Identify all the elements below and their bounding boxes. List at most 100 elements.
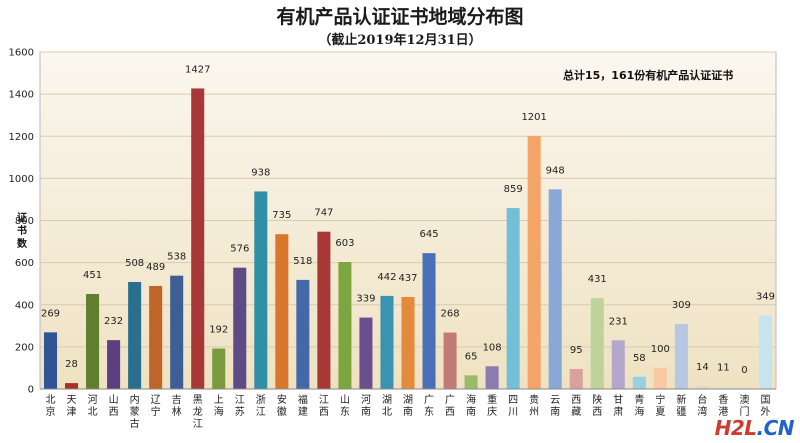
x-tick-label: 江西	[319, 394, 329, 418]
bar-value-label: 232	[104, 316, 123, 327]
bar-value-label: 518	[293, 256, 312, 267]
bar-value-label: 603	[335, 238, 354, 249]
bar	[527, 136, 541, 389]
watermark-part1: H2L	[714, 416, 757, 440]
x-tick-label: 甘肃	[613, 393, 623, 418]
bar	[674, 323, 688, 389]
chart-subtitle: （截止2019年12月31日）	[318, 33, 482, 48]
bar-value-label: 0	[741, 365, 747, 376]
x-tick-label: 陕西	[592, 393, 602, 418]
x-tick-label: 黑龙江	[193, 394, 203, 430]
bar-value-label: 938	[251, 167, 270, 178]
y-tick-label: 200	[15, 342, 34, 353]
bar	[43, 332, 58, 389]
bar	[107, 340, 121, 389]
x-tick-label: 上海	[214, 394, 224, 418]
y-tick-label: 600	[15, 258, 34, 269]
bar-value-label: 442	[377, 272, 396, 283]
bar	[191, 88, 205, 390]
bar-value-label: 231	[609, 316, 628, 327]
bar-value-label: 14	[696, 362, 709, 373]
bar-value-label: 645	[419, 229, 438, 240]
bar-value-label: 489	[146, 262, 165, 273]
bar-value-label: 538	[167, 252, 186, 263]
bar-value-label: 65	[465, 351, 478, 362]
x-tick-label: 贵州	[529, 393, 539, 418]
x-tick-label: 湖北	[382, 394, 392, 418]
x-tick-label: 新疆	[676, 393, 686, 418]
bar	[632, 376, 646, 389]
y-tick-label: 0	[28, 385, 34, 396]
bar-value-label: 431	[588, 274, 607, 285]
bar-value-label: 192	[209, 325, 228, 336]
x-tick-label: 辽宁	[151, 394, 161, 418]
y-tick-label: 1000	[9, 174, 34, 185]
bar	[233, 267, 247, 389]
bar-value-label: 948	[546, 165, 565, 176]
bar	[86, 294, 100, 389]
bar-value-label: 437	[398, 273, 417, 284]
x-tick-label: 河南	[361, 394, 371, 418]
watermark-logo: H2L.CN	[714, 416, 795, 440]
bar-value-label: 339	[356, 294, 375, 305]
bar	[653, 367, 667, 389]
x-tick-label: 台湾	[697, 393, 707, 418]
y-tick-label: 1400	[9, 90, 34, 101]
x-tick-label: 广西	[445, 394, 455, 418]
x-tick-label: 山东	[340, 394, 350, 418]
x-tick-label: 吉林	[172, 394, 182, 418]
x-tick-label: 海南	[466, 393, 476, 418]
bar	[590, 298, 604, 389]
x-tick-label: 四川	[508, 395, 518, 418]
x-tick-label: 河北	[88, 394, 98, 418]
bar-value-label: 735	[272, 210, 291, 221]
bar	[359, 317, 373, 389]
x-tick-label: 内蒙古	[130, 393, 140, 430]
x-tick-label: 安徽	[277, 393, 287, 418]
bar	[485, 366, 499, 389]
bar-value-label: 349	[756, 291, 775, 302]
bar-value-label: 1427	[185, 64, 210, 75]
x-tick-label: 浙江	[256, 394, 266, 418]
chart-title: 有机产品认证证书地域分布图	[276, 6, 524, 28]
y-tick-label: 800	[15, 216, 34, 227]
bar-value-label: 747	[314, 208, 333, 219]
bar-value-label: 108	[483, 342, 502, 353]
bar	[275, 234, 289, 389]
bar	[443, 332, 457, 389]
total-annotation: 总计15，161份有机产品认证证书	[563, 69, 734, 82]
bar	[569, 368, 583, 389]
bar	[338, 261, 352, 389]
y-tick-label: 1200	[9, 132, 34, 143]
bar	[128, 282, 142, 389]
x-tick-label: 澳门	[739, 393, 749, 418]
bar-value-label: 576	[230, 244, 249, 255]
x-tick-label: 江苏	[235, 394, 245, 418]
bar	[401, 296, 415, 389]
x-tick-label: 重庆	[487, 393, 497, 418]
bar-value-label: 451	[83, 270, 102, 281]
x-tick-label: 北京	[46, 394, 56, 418]
bar	[65, 383, 79, 389]
bar-value-label: 1201	[521, 112, 546, 123]
x-tick-label: 青海	[634, 393, 644, 418]
bar-value-label: 269	[41, 308, 60, 319]
bar	[611, 340, 625, 389]
bar-value-label: 95	[570, 345, 583, 356]
bar	[380, 295, 394, 389]
x-tick-label: 福建	[298, 393, 308, 418]
x-tick-label: 国外	[760, 394, 770, 418]
bar	[695, 386, 709, 389]
x-tick-label: 山西	[109, 394, 119, 418]
x-tick-label: 湖南	[403, 394, 413, 418]
bar	[716, 386, 730, 389]
x-tick-label: 云南	[550, 395, 560, 418]
bar-value-label: 859	[504, 184, 523, 195]
y-tick-label: 1600	[9, 48, 34, 59]
x-tick-label: 宁夏	[655, 393, 665, 418]
x-tick-label: 天津	[67, 395, 77, 418]
bar	[170, 275, 184, 389]
bar	[149, 286, 163, 389]
bar-value-label: 309	[672, 300, 691, 311]
